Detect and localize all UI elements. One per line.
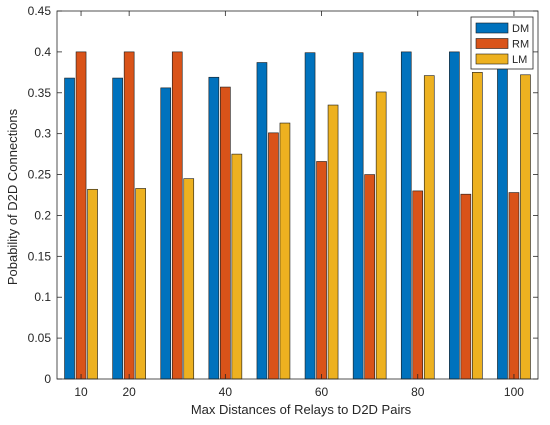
bar-dm-30 bbox=[160, 87, 172, 380]
y-tick-label: 0.3 bbox=[34, 127, 51, 141]
x-tick-label: 40 bbox=[219, 385, 233, 399]
bar-lm-40 bbox=[231, 153, 243, 380]
bar-rm-20 bbox=[123, 51, 135, 380]
bar-dm-20 bbox=[112, 77, 123, 380]
bar-rm-40 bbox=[220, 86, 231, 380]
bar-rm-90 bbox=[460, 193, 472, 380]
bar-dm-60 bbox=[304, 52, 316, 380]
y-tick-label: 0 bbox=[44, 372, 51, 386]
bar-dm-70 bbox=[352, 52, 364, 380]
y-tick-label: 0.35 bbox=[28, 86, 52, 100]
legend-swatch-rm bbox=[475, 38, 509, 49]
legend-label-rm: RM bbox=[512, 39, 529, 51]
bar-dm-90 bbox=[449, 51, 460, 380]
legend: DM RM LM bbox=[470, 16, 534, 70]
y-tick-label: 0.05 bbox=[28, 331, 52, 345]
bar-dm-50 bbox=[256, 62, 268, 380]
x-tick-label: 10 bbox=[74, 385, 88, 399]
bars-layer bbox=[64, 51, 531, 380]
y-tick-label: 0.15 bbox=[28, 249, 52, 263]
bar-lm-60 bbox=[327, 104, 339, 380]
x-tick-label: 80 bbox=[411, 385, 425, 399]
x-axis-title: Max Distances of Relays to D2D Pairs bbox=[191, 402, 412, 417]
bar-rm-100 bbox=[508, 192, 520, 380]
legend-label-lm: LM bbox=[512, 54, 527, 66]
ticks-layer: 0 0.05 0.1 0.15 0.2 0.25 0.3 0.35 0.4 0.45 10 20 40 6… bbox=[28, 4, 538, 399]
bar-dm-100 bbox=[497, 51, 508, 380]
legend-swatch-dm bbox=[475, 22, 509, 34]
bar-rm-50 bbox=[268, 132, 279, 380]
bar-lm-30 bbox=[183, 178, 195, 380]
y-tick-label: 0.2 bbox=[34, 208, 51, 222]
legend-swatch-lm bbox=[475, 53, 509, 65]
x-tick-label: 60 bbox=[315, 385, 329, 399]
bar-lm-90 bbox=[472, 72, 483, 380]
bar-lm-100 bbox=[520, 74, 531, 380]
y-tick-label: 0.4 bbox=[34, 45, 51, 59]
y-axis-title: Pobability of D2D Connections bbox=[5, 108, 20, 285]
axes-layer bbox=[56, 10, 539, 380]
bar-lm-20 bbox=[135, 188, 146, 380]
bar-rm-30 bbox=[171, 51, 183, 380]
x-tick-label: 100 bbox=[504, 385, 524, 399]
bar-rm-70 bbox=[364, 174, 375, 380]
y-tick-label: 0.1 bbox=[34, 290, 51, 304]
bar-rm-80 bbox=[412, 190, 424, 380]
bar-dm-10 bbox=[64, 77, 75, 380]
bar-lm-10 bbox=[87, 188, 98, 380]
y-tick-label: 0.45 bbox=[28, 4, 52, 18]
plot-frame bbox=[56, 10, 539, 380]
bar-lm-80 bbox=[423, 75, 435, 380]
y-tick-label: 0.25 bbox=[28, 168, 52, 182]
bar-dm-40 bbox=[208, 76, 220, 380]
bar-dm-80 bbox=[400, 51, 412, 380]
bar-rm-10 bbox=[75, 51, 87, 380]
bar-lm-50 bbox=[279, 122, 291, 380]
bar-lm-70 bbox=[375, 91, 387, 380]
x-tick-label: 20 bbox=[122, 385, 136, 399]
legend-label-dm: DM bbox=[512, 23, 529, 35]
bar-rm-60 bbox=[316, 161, 327, 380]
